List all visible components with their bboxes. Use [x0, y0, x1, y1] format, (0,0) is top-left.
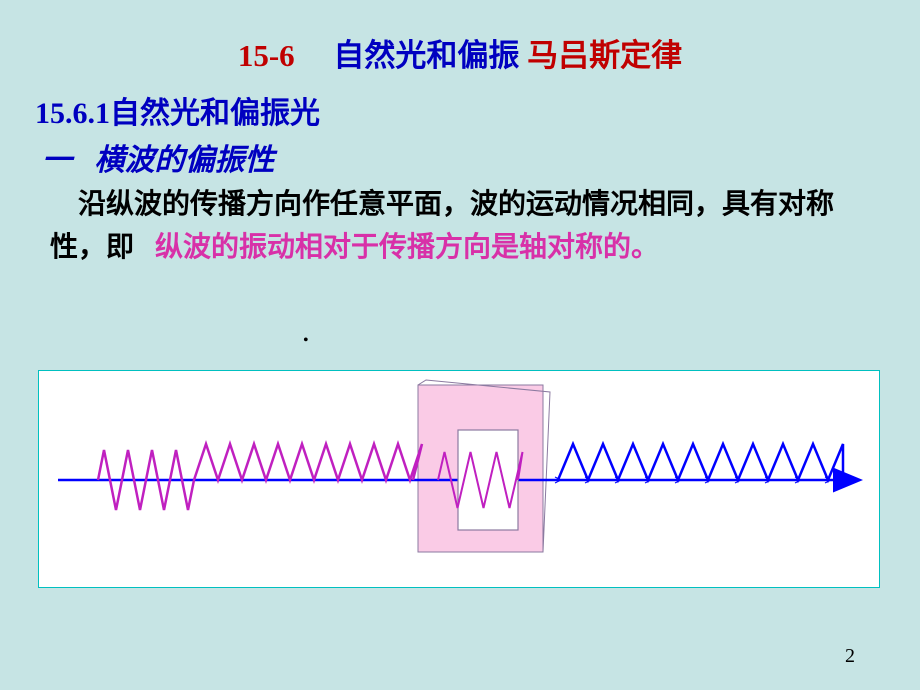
- heading-gap: [80, 144, 88, 177]
- body-gap: [141, 232, 155, 263]
- subtitle-num: 15.6.1: [35, 97, 110, 130]
- subtitle-text: 自然光和偏振光: [110, 97, 320, 130]
- heading-1: 一 横波的偏振性: [42, 135, 275, 179]
- heading-marker: 一: [42, 144, 72, 177]
- page-number: 2: [845, 645, 855, 668]
- title-part2: 马吕斯定律: [527, 38, 682, 73]
- wave-diagram: [38, 370, 880, 588]
- body-text: 沿纵波的传播方向作任意平面，波的运动情况相同，具有对称性，即 纵波的振动相对于传…: [50, 183, 870, 270]
- body-part2: 纵波的振动相对于传播方向是轴对称的。: [155, 232, 659, 263]
- title-row: 15-6 自然光和偏振 马吕斯定律: [0, 30, 920, 75]
- title-part1: 自然光和偏振: [333, 38, 519, 73]
- bullet-dot: •: [303, 332, 309, 350]
- title-gap: [302, 38, 325, 73]
- subtitle: 15.6.1自然光和偏振光: [35, 88, 320, 132]
- section-number: 15-6: [238, 38, 295, 73]
- body-indent: [50, 189, 78, 220]
- heading-text: 横波的偏振性: [95, 144, 275, 177]
- slide: 15-6 自然光和偏振 马吕斯定律 15.6.1自然光和偏振光 一 横波的偏振性…: [0, 0, 920, 690]
